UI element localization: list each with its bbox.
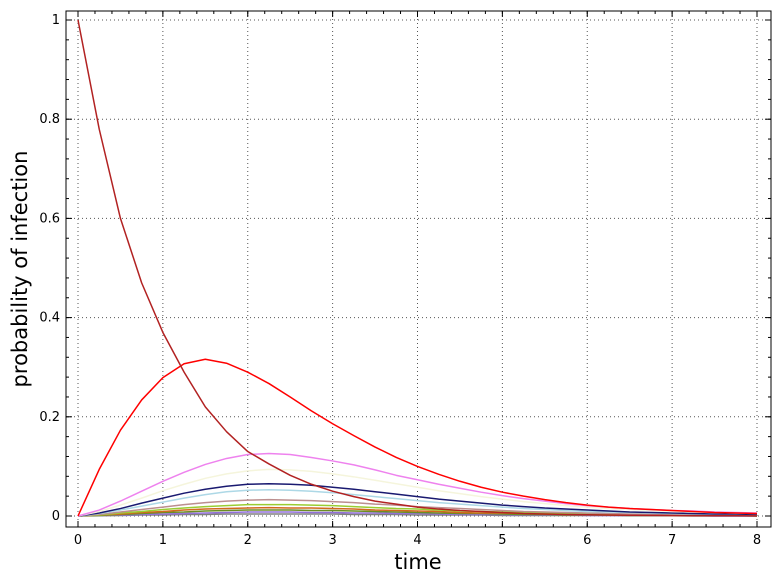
plot-frame <box>65 10 772 528</box>
axis-ticks <box>66 11 771 527</box>
x-tick-label: 3 <box>328 533 336 548</box>
x-tick-label: 8 <box>753 533 761 548</box>
y-tick-label: 0.4 <box>39 311 60 326</box>
x-tick-label: 0 <box>74 533 82 548</box>
x-tick-label: 2 <box>244 533 252 548</box>
x-tick-label: 5 <box>498 533 506 548</box>
series-line-2 <box>77 358 758 517</box>
y-tick-label: 0 <box>52 509 60 524</box>
x-tick-label: 1 <box>159 533 167 548</box>
tick-labels: 0 1 2 3 4 5 6 7 8 0 0.2 0.4 0.6 0.8 1 <box>39 13 761 548</box>
data-series <box>77 19 758 517</box>
series-line-5 <box>77 483 758 517</box>
x-tick-label: 4 <box>413 533 421 548</box>
series-line-1 <box>77 19 758 517</box>
y-axis-title: probability of infection <box>8 151 32 388</box>
y-tick-label: 0.6 <box>39 211 60 226</box>
y-tick-label: 1 <box>52 13 60 28</box>
x-tick-label: 6 <box>583 533 591 548</box>
x-axis-title: time <box>394 550 441 574</box>
series-line-4 <box>77 468 758 517</box>
x-tick-label: 7 <box>668 533 676 548</box>
grid-lines <box>66 11 771 527</box>
y-tick-label: 0.8 <box>39 112 60 127</box>
y-tick-label: 0.2 <box>39 410 60 425</box>
